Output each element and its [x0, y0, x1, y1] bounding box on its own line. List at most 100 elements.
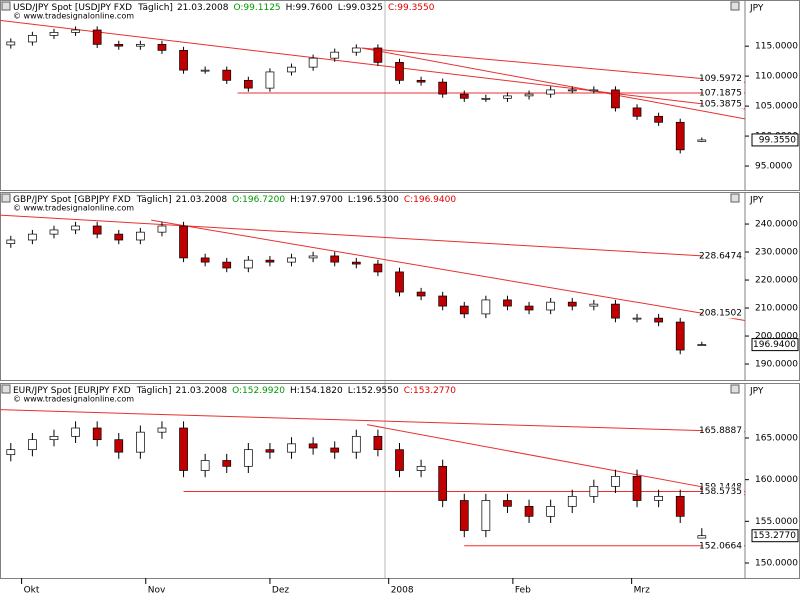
interval: Täglich]: [136, 195, 172, 205]
candle-body: [200, 460, 210, 471]
candle-body: [287, 257, 296, 263]
trend-label-bg: [703, 73, 744, 84]
y-tick-label: 110.0000: [755, 72, 798, 82]
candle-body: [157, 225, 167, 233]
x-tick-label: Feb: [515, 586, 531, 596]
candle-body: [589, 89, 599, 92]
y-tick-label: 150.0000: [755, 559, 798, 569]
panel-icon: [730, 1, 740, 11]
source: © www.tradesignalonline.com: [13, 204, 134, 213]
y-tick-label: 240.0000: [755, 220, 798, 230]
x-tick-label: Mrz: [634, 586, 650, 596]
candle-body: [308, 255, 318, 259]
candle-body: [632, 475, 642, 501]
candle-body: [308, 57, 318, 68]
x-tick-label: Dez: [272, 586, 289, 596]
y-tick-label: 105.0000: [755, 102, 798, 112]
trend-label-bg: [703, 308, 744, 319]
candle-body: [287, 443, 296, 453]
candle-body: [632, 317, 642, 320]
candle-body: [438, 295, 448, 307]
trend-label: 109.5972: [699, 74, 742, 84]
candle-body: [567, 301, 577, 307]
candle-body: [330, 51, 340, 59]
x-tick-label: Okt: [24, 586, 40, 596]
candle-body: [675, 121, 685, 151]
candle-body: [395, 61, 404, 81]
trend-line: [151, 219, 746, 322]
trend-line: [0, 19, 746, 110]
x-tick-label: Nov: [148, 586, 166, 596]
trend-line: [0, 409, 746, 433]
candle-body: [654, 115, 663, 123]
candle-body: [503, 95, 512, 99]
last-price-label: 196.9400: [753, 340, 796, 350]
candle-body: [114, 233, 124, 241]
candle-body: [395, 449, 404, 471]
candle-body: [589, 485, 599, 497]
trend-line: [361, 47, 746, 83]
panel-icon: [1, 384, 11, 394]
candle-body: [265, 71, 275, 89]
y-tick-label: 165.0000: [755, 434, 798, 444]
candle-body: [71, 225, 80, 231]
panel-header: GBP/JPY Spot [GBPJPY FXD Täglich] 21.03.20…: [13, 195, 456, 205]
panel-icon: [730, 384, 740, 394]
ohlc-label: O:99.1125: [233, 3, 280, 13]
candle-body: [179, 427, 188, 471]
candle-body: [589, 303, 599, 307]
panel-header: USD/JPY Spot [USDJPY FXD Täglich] 21.03.20…: [13, 3, 435, 13]
y-tick-label: 115.0000: [755, 42, 798, 52]
trend-line: [367, 424, 746, 496]
candle-body: [546, 89, 556, 95]
candle-body: [114, 439, 124, 453]
trend-label-bg: [703, 250, 744, 261]
trend-label: 107.1875: [699, 88, 742, 98]
candle-body: [330, 447, 340, 453]
date: 21.03.2008: [177, 3, 229, 13]
y-tick-label: 160.0000: [755, 475, 798, 485]
candle-body: [438, 81, 448, 95]
candle-body: [157, 427, 167, 433]
candle-body: [71, 29, 80, 33]
candle-body: [416, 79, 426, 83]
candle-body: [28, 35, 37, 43]
candle-body: [373, 435, 383, 451]
candle-body: [524, 505, 534, 517]
candle-body: [200, 69, 210, 72]
trend-label-bg: [703, 540, 744, 551]
candle-body: [459, 305, 469, 315]
candle-body: [632, 107, 642, 117]
y-tick-label: 95.0000: [755, 162, 792, 172]
candle-body: [611, 303, 620, 319]
candle-body: [675, 495, 685, 517]
trend-label-bg: [703, 98, 744, 109]
interval: Täglich]: [136, 386, 172, 396]
x-tick-label: 2008: [391, 586, 414, 596]
candle-body: [28, 439, 37, 451]
date: 21.03.2008: [176, 195, 228, 205]
ohlc-label: O:196.7200: [232, 195, 285, 205]
last-price-box: [751, 133, 799, 147]
candle-body: [611, 475, 620, 487]
candle-body: [222, 460, 232, 467]
candle-body: [697, 535, 707, 539]
trend-label-bg: [703, 87, 744, 98]
candle-body: [416, 465, 426, 471]
candle-body: [524, 305, 534, 311]
ohlc-label: H:154.1820: [290, 386, 343, 396]
trend-label: 152.0664: [699, 541, 742, 551]
candle-body: [567, 495, 577, 507]
candle-body: [503, 500, 512, 507]
candle-body: [481, 299, 491, 315]
trend-label-bg: [703, 486, 744, 497]
panel-icon: [1, 193, 11, 203]
panel-header: EUR/JPY Spot [EURJPY FXD Täglich] 21.03.20…: [13, 386, 456, 396]
candle-body: [654, 317, 663, 323]
symbol: USD/JPY Spot [USDJPY FXD: [13, 3, 132, 13]
ohlc-label: L:196.5300: [348, 195, 399, 205]
candle-body: [136, 231, 145, 241]
candle-body: [157, 44, 167, 51]
candle-body: [481, 97, 491, 100]
